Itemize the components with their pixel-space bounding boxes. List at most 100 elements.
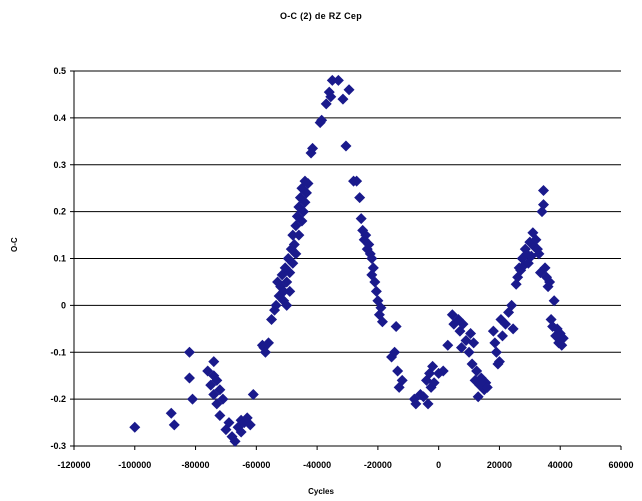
data-point <box>297 206 309 218</box>
data-point <box>214 410 226 422</box>
data-point <box>360 229 372 241</box>
data-point <box>538 185 550 197</box>
data-point <box>284 285 296 297</box>
x-tick-label: 40000 <box>548 460 573 470</box>
x-tick-label: -120000 <box>57 460 90 470</box>
data-point <box>369 276 381 288</box>
x-tick-label: 20000 <box>487 460 512 470</box>
data-point <box>266 313 278 325</box>
data-point <box>332 74 344 86</box>
y-tick-label: 0.4 <box>53 113 66 123</box>
data-point <box>375 302 387 314</box>
data-point <box>281 299 293 311</box>
data-point <box>299 196 311 208</box>
data-point <box>428 377 440 389</box>
data-point <box>455 342 467 354</box>
data-point <box>244 419 256 431</box>
data-point <box>340 140 352 152</box>
data-point <box>533 248 545 260</box>
data-point <box>129 421 141 433</box>
data-point <box>229 435 241 447</box>
data-point <box>281 276 293 288</box>
data-point <box>545 313 557 325</box>
data-point <box>293 229 305 241</box>
data-point <box>422 398 434 410</box>
x-tick-label: -60000 <box>242 460 270 470</box>
data-point <box>539 262 551 274</box>
data-point <box>465 328 477 339</box>
data-point <box>316 114 328 126</box>
data-point <box>392 365 404 377</box>
data-point <box>354 192 366 204</box>
data-point <box>442 339 454 351</box>
data-point <box>367 262 379 274</box>
data-point <box>300 187 312 199</box>
data-point <box>247 388 259 400</box>
x-tick-label: -80000 <box>182 460 210 470</box>
data-point <box>530 234 542 246</box>
data-point <box>355 213 367 225</box>
y-tick-label: -0.2 <box>50 394 66 404</box>
data-point <box>538 199 550 211</box>
data-point <box>351 175 363 187</box>
data-point <box>510 278 522 290</box>
data-point <box>366 253 378 264</box>
data-point <box>302 178 314 189</box>
data-point <box>472 391 484 403</box>
data-point <box>487 325 499 337</box>
data-point <box>337 93 349 105</box>
data-point <box>296 215 308 227</box>
data-point <box>370 285 382 297</box>
x-tick-label: -20000 <box>364 460 392 470</box>
data-point <box>556 339 568 351</box>
data-point <box>307 142 319 154</box>
y-tick-label: -0.3 <box>50 441 66 451</box>
x-axis-label: Cycles <box>308 487 334 496</box>
data-point <box>437 365 449 377</box>
data-point <box>284 267 296 279</box>
data-point <box>290 248 302 260</box>
data-point <box>187 393 199 405</box>
data-point <box>490 346 502 358</box>
y-tick-label: 0.5 <box>53 66 66 76</box>
data-point <box>481 381 493 393</box>
data-point <box>259 346 271 358</box>
y-tick-label: 0.1 <box>53 254 66 264</box>
data-point <box>536 206 548 218</box>
y-tick-label: -0.1 <box>50 347 66 357</box>
data-point <box>489 337 501 349</box>
data-point <box>168 419 180 431</box>
x-tick-label: -40000 <box>303 460 331 470</box>
data-point <box>320 98 332 110</box>
data-point <box>214 384 226 396</box>
data-point <box>270 299 282 311</box>
data-point <box>183 372 195 384</box>
data-point <box>427 360 439 372</box>
data-point <box>343 84 355 96</box>
x-tick-label: -100000 <box>118 460 151 470</box>
data-point <box>363 238 375 250</box>
data-point <box>287 229 299 241</box>
data-point <box>287 257 299 269</box>
data-point <box>548 295 560 307</box>
data-point <box>410 398 422 410</box>
data-point <box>376 316 388 328</box>
data-point <box>493 356 505 368</box>
data-point <box>463 346 475 358</box>
data-point <box>325 91 337 103</box>
data-point <box>544 276 556 288</box>
y-tick-label: 0 <box>61 300 66 310</box>
data-point <box>223 417 235 429</box>
data-point <box>262 337 274 349</box>
data-point <box>183 346 195 358</box>
data-point <box>457 318 469 330</box>
data-point <box>507 323 519 335</box>
x-tick-label: 0 <box>436 460 441 470</box>
data-point <box>326 74 338 86</box>
data-point <box>211 374 223 386</box>
data-point <box>235 426 247 438</box>
data-point <box>396 374 408 386</box>
data-point <box>506 299 518 311</box>
